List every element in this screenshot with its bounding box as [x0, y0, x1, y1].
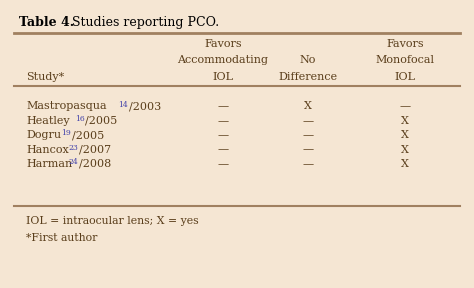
Text: Heatley: Heatley [26, 116, 70, 126]
Text: Table 4.: Table 4. [19, 16, 74, 29]
Text: —: — [217, 116, 228, 126]
Text: —: — [302, 130, 314, 140]
Text: /2005: /2005 [72, 130, 104, 140]
Text: X: X [401, 130, 409, 140]
Text: /2005: /2005 [85, 116, 118, 126]
Text: X: X [304, 101, 312, 111]
Text: Difference: Difference [279, 72, 337, 82]
Text: X: X [401, 145, 409, 155]
Text: —: — [400, 101, 411, 111]
Text: —: — [217, 130, 228, 140]
Text: 14: 14 [118, 101, 128, 109]
Text: Monofocal: Monofocal [376, 55, 435, 65]
Text: IOL: IOL [212, 72, 233, 82]
Text: No: No [300, 55, 316, 65]
Text: Accommodating: Accommodating [177, 55, 268, 65]
Text: Dogru: Dogru [26, 130, 61, 140]
Text: Favors: Favors [386, 39, 424, 49]
Text: /2008: /2008 [79, 159, 111, 169]
Text: /2003: /2003 [129, 101, 161, 111]
Text: X: X [401, 116, 409, 126]
Text: Favors: Favors [204, 39, 242, 49]
Text: Hancox: Hancox [26, 145, 69, 155]
Text: 16: 16 [75, 115, 85, 123]
Text: —: — [302, 116, 314, 126]
Text: IOL = intraocular lens; X = yes: IOL = intraocular lens; X = yes [26, 216, 199, 226]
Text: —: — [302, 145, 314, 155]
Text: IOL: IOL [395, 72, 416, 82]
Text: 19: 19 [62, 129, 72, 137]
Text: —: — [217, 101, 228, 111]
Text: —: — [302, 159, 314, 169]
Text: X: X [401, 159, 409, 169]
Text: 24: 24 [69, 158, 79, 166]
Text: /2007: /2007 [79, 145, 111, 155]
Text: 23: 23 [69, 144, 79, 152]
Text: —: — [217, 145, 228, 155]
Text: Harman: Harman [26, 159, 73, 169]
Text: Studies reporting PCO.: Studies reporting PCO. [64, 16, 219, 29]
Text: Study*: Study* [26, 72, 64, 82]
Text: Mastropasqua: Mastropasqua [26, 101, 107, 111]
Text: —: — [217, 159, 228, 169]
Text: *First author: *First author [26, 233, 98, 243]
